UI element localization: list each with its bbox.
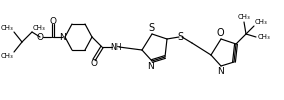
Text: CH₃: CH₃ [238, 14, 250, 20]
Text: CH₃: CH₃ [33, 25, 46, 31]
Text: O: O [49, 16, 57, 26]
Text: N: N [217, 67, 224, 76]
Text: CH₃: CH₃ [258, 34, 271, 40]
Text: S: S [177, 32, 183, 42]
Text: O: O [37, 32, 43, 42]
Text: CH₃: CH₃ [255, 19, 268, 25]
Text: CH₃: CH₃ [0, 25, 13, 31]
Text: S: S [148, 23, 154, 33]
Text: N: N [148, 62, 154, 71]
Text: O: O [216, 28, 224, 38]
Text: NH: NH [110, 42, 122, 52]
Text: O: O [91, 60, 97, 68]
Text: CH₃: CH₃ [0, 53, 13, 59]
Text: N: N [60, 32, 66, 42]
